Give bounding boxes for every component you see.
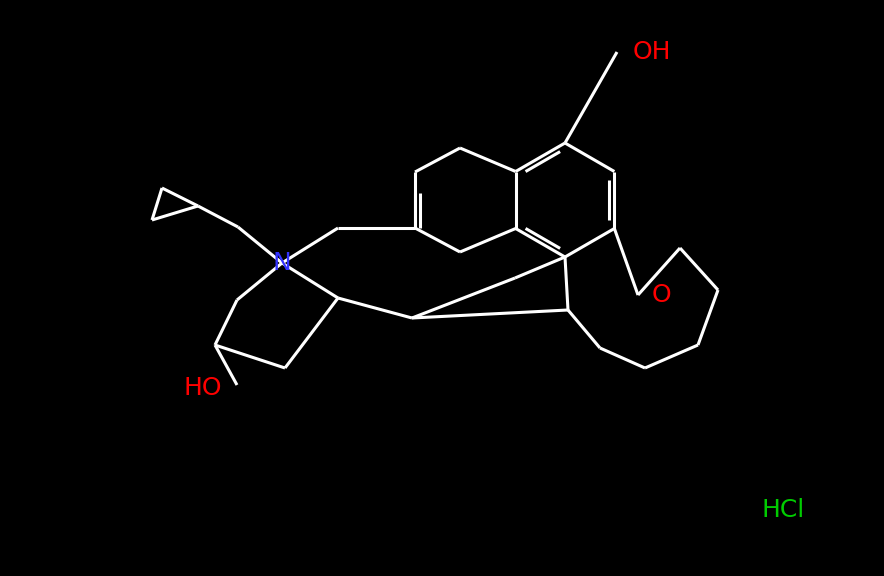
Text: OH: OH [633,40,672,64]
Text: HO: HO [184,376,222,400]
Text: N: N [272,251,292,275]
Text: HCl: HCl [762,498,805,522]
Text: O: O [652,283,672,307]
